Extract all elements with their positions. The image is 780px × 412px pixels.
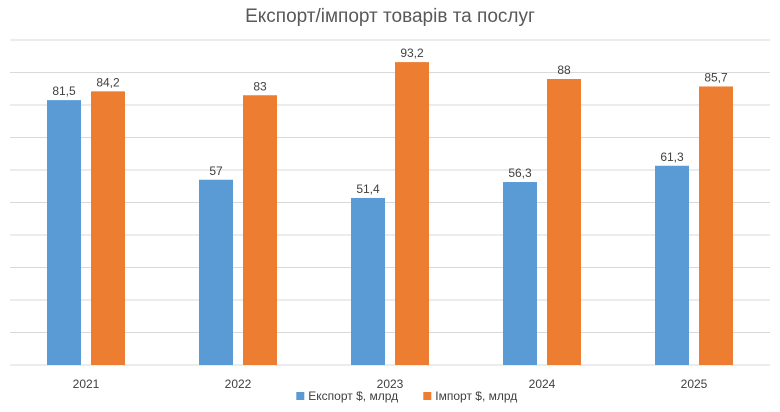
x-tick-label: 2025 bbox=[681, 377, 708, 391]
bar-export-2024 bbox=[503, 182, 537, 365]
bar-import-2025 bbox=[699, 86, 733, 365]
legend-label: Експорт $, млрд bbox=[308, 389, 398, 403]
bar-export-2021 bbox=[47, 100, 81, 365]
x-tick-label: 2021 bbox=[73, 377, 100, 391]
bar-export-2022 bbox=[199, 179, 233, 365]
chart-title: Експорт/імпорт товарів та послуг bbox=[245, 6, 535, 27]
data-label: 83 bbox=[253, 79, 267, 93]
data-label: 93,2 bbox=[400, 46, 424, 60]
bar-import-2023 bbox=[395, 62, 429, 365]
data-label: 51,4 bbox=[356, 182, 380, 196]
bar-import-2022 bbox=[243, 95, 277, 365]
x-tick-label: 2022 bbox=[225, 377, 252, 391]
legend-swatch bbox=[423, 392, 432, 400]
legend-swatch bbox=[296, 392, 305, 400]
bar-import-2024 bbox=[547, 79, 581, 365]
x-tick-label: 2023 bbox=[377, 377, 404, 391]
x-tick-label: 2024 bbox=[529, 377, 556, 391]
data-label: 85,7 bbox=[704, 70, 728, 84]
data-label: 61,3 bbox=[660, 150, 684, 164]
bar-export-2025 bbox=[655, 165, 689, 365]
bar-import-2021 bbox=[91, 91, 125, 365]
data-label: 57 bbox=[209, 164, 223, 178]
bar-export-2023 bbox=[351, 197, 385, 365]
data-label: 81,5 bbox=[52, 84, 76, 98]
data-label: 84,2 bbox=[96, 75, 120, 89]
legend-label: Імпорт $, млрд bbox=[435, 389, 517, 403]
data-label: 88 bbox=[557, 63, 571, 77]
data-label: 56,3 bbox=[508, 166, 532, 180]
